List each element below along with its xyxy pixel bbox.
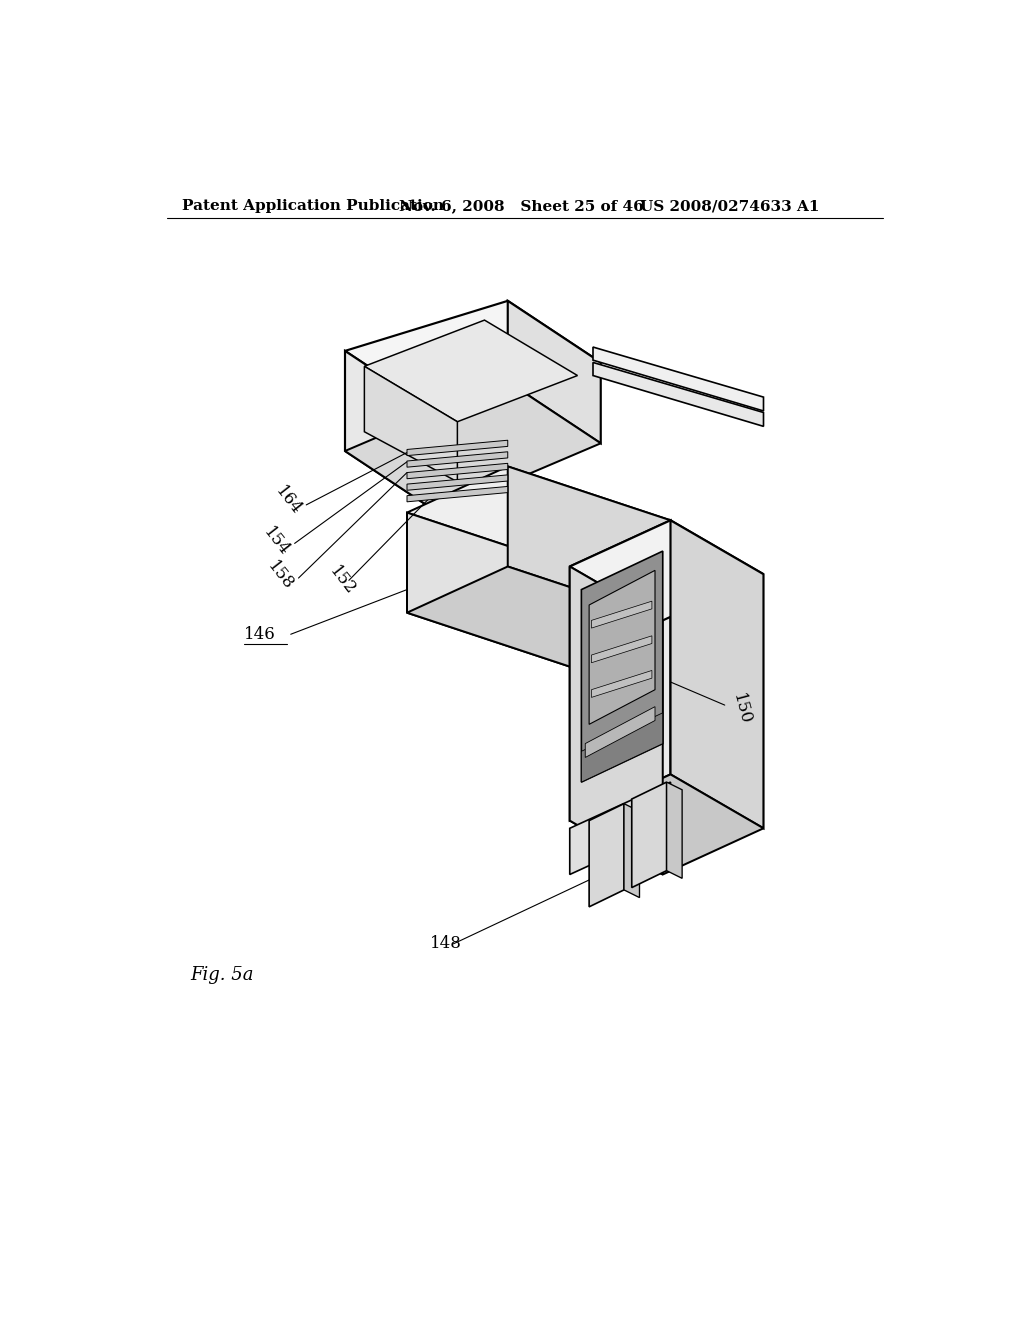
Polygon shape (345, 351, 438, 512)
Polygon shape (407, 512, 569, 667)
Polygon shape (365, 321, 578, 422)
Polygon shape (592, 671, 652, 697)
Polygon shape (407, 475, 508, 490)
Polygon shape (569, 566, 663, 874)
Polygon shape (592, 636, 652, 663)
Polygon shape (407, 463, 508, 479)
Polygon shape (407, 451, 508, 467)
Polygon shape (407, 466, 671, 566)
Text: US 2008/0274633 A1: US 2008/0274633 A1 (640, 199, 819, 213)
Text: 158: 158 (263, 558, 297, 594)
Polygon shape (508, 466, 671, 620)
Polygon shape (407, 487, 508, 502)
Polygon shape (508, 301, 601, 444)
Polygon shape (586, 706, 655, 758)
Text: 164: 164 (271, 483, 304, 519)
Polygon shape (671, 520, 764, 829)
Polygon shape (345, 381, 601, 512)
Text: 150: 150 (729, 692, 754, 726)
Polygon shape (569, 781, 671, 874)
Polygon shape (365, 367, 458, 482)
Polygon shape (593, 347, 764, 411)
Polygon shape (569, 775, 764, 874)
Polygon shape (582, 713, 663, 781)
Text: Fig. 5a: Fig. 5a (190, 966, 254, 983)
Polygon shape (407, 441, 508, 455)
Polygon shape (582, 552, 663, 781)
Text: 148: 148 (430, 936, 462, 952)
Text: 152: 152 (326, 562, 358, 598)
Text: 146: 146 (245, 626, 276, 643)
Text: Patent Application Publication: Patent Application Publication (182, 199, 444, 213)
Polygon shape (593, 363, 764, 426)
Polygon shape (589, 804, 624, 907)
Polygon shape (569, 520, 671, 821)
Polygon shape (592, 601, 652, 628)
Polygon shape (624, 804, 640, 898)
Polygon shape (632, 781, 667, 887)
Polygon shape (407, 566, 671, 667)
Polygon shape (345, 301, 601, 412)
Text: 154: 154 (260, 524, 293, 560)
Text: Nov. 6, 2008   Sheet 25 of 46: Nov. 6, 2008 Sheet 25 of 46 (399, 199, 644, 213)
Polygon shape (589, 570, 655, 725)
Polygon shape (667, 781, 682, 878)
Polygon shape (569, 520, 764, 620)
